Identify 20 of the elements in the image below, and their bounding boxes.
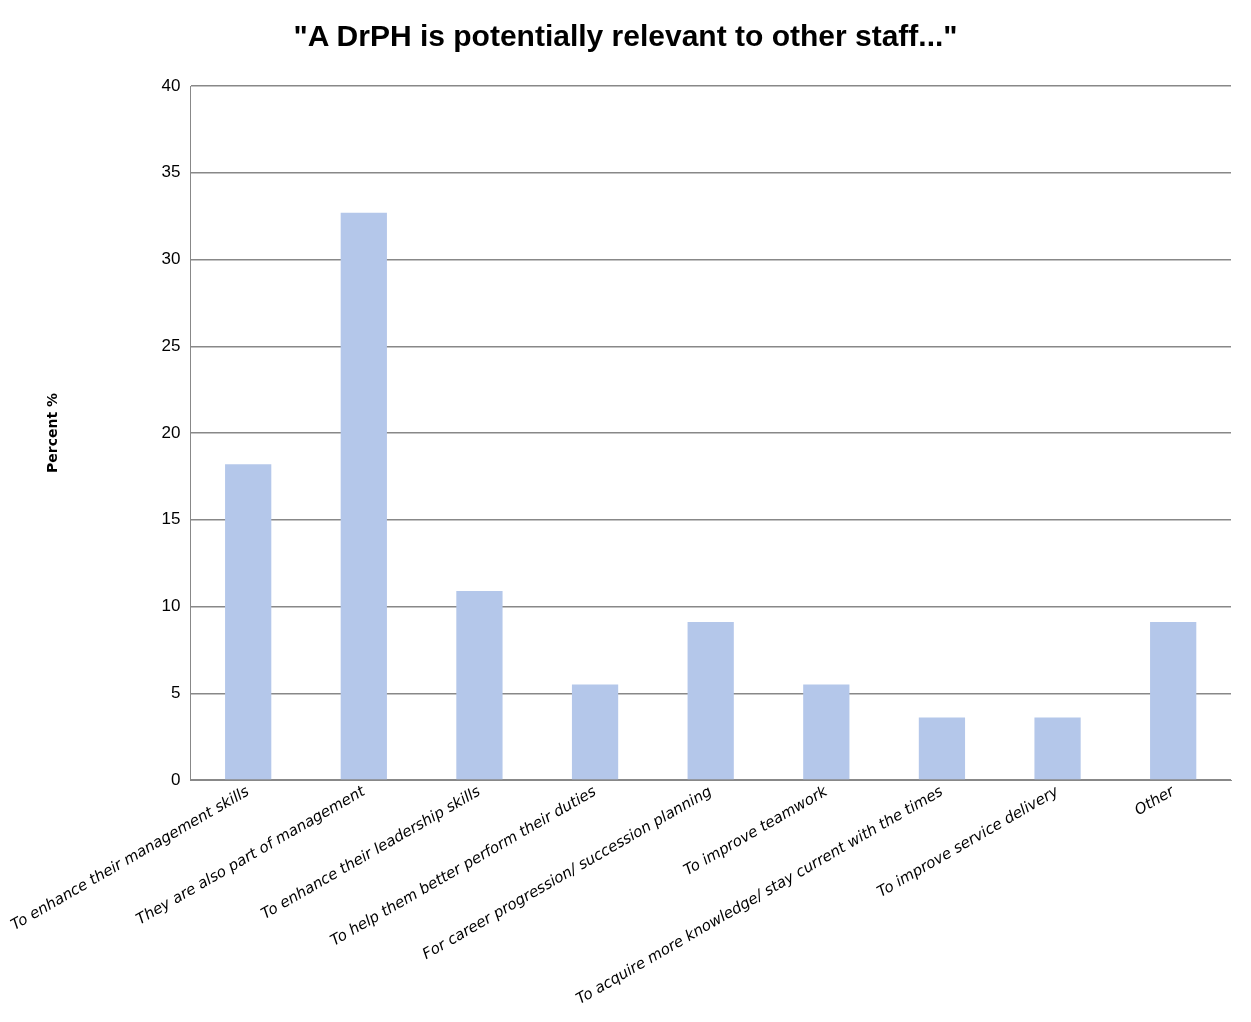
bar bbox=[340, 212, 387, 780]
y-tick-label: 0 bbox=[170, 769, 181, 789]
bar bbox=[918, 717, 966, 780]
bar bbox=[803, 684, 850, 780]
bar bbox=[456, 590, 503, 780]
chart-title: "A DrPH is potentially relevant to other staff..." bbox=[293, 19, 958, 53]
y-axis-title: Percent % bbox=[43, 392, 60, 474]
y-tick-label: 5 bbox=[170, 682, 181, 702]
bar bbox=[687, 622, 734, 780]
bar bbox=[1034, 717, 1081, 780]
bar bbox=[571, 684, 619, 780]
y-tick-label: 35 bbox=[161, 162, 181, 182]
y-tick-label: 10 bbox=[161, 596, 181, 616]
bar bbox=[225, 464, 272, 780]
y-tick-label: 20 bbox=[161, 422, 181, 442]
bar bbox=[1150, 622, 1197, 780]
y-tick-label: 25 bbox=[161, 335, 181, 355]
y-tick-label: 15 bbox=[161, 509, 181, 529]
y-tick-label: 30 bbox=[161, 249, 181, 269]
y-tick-label: 40 bbox=[161, 75, 181, 95]
